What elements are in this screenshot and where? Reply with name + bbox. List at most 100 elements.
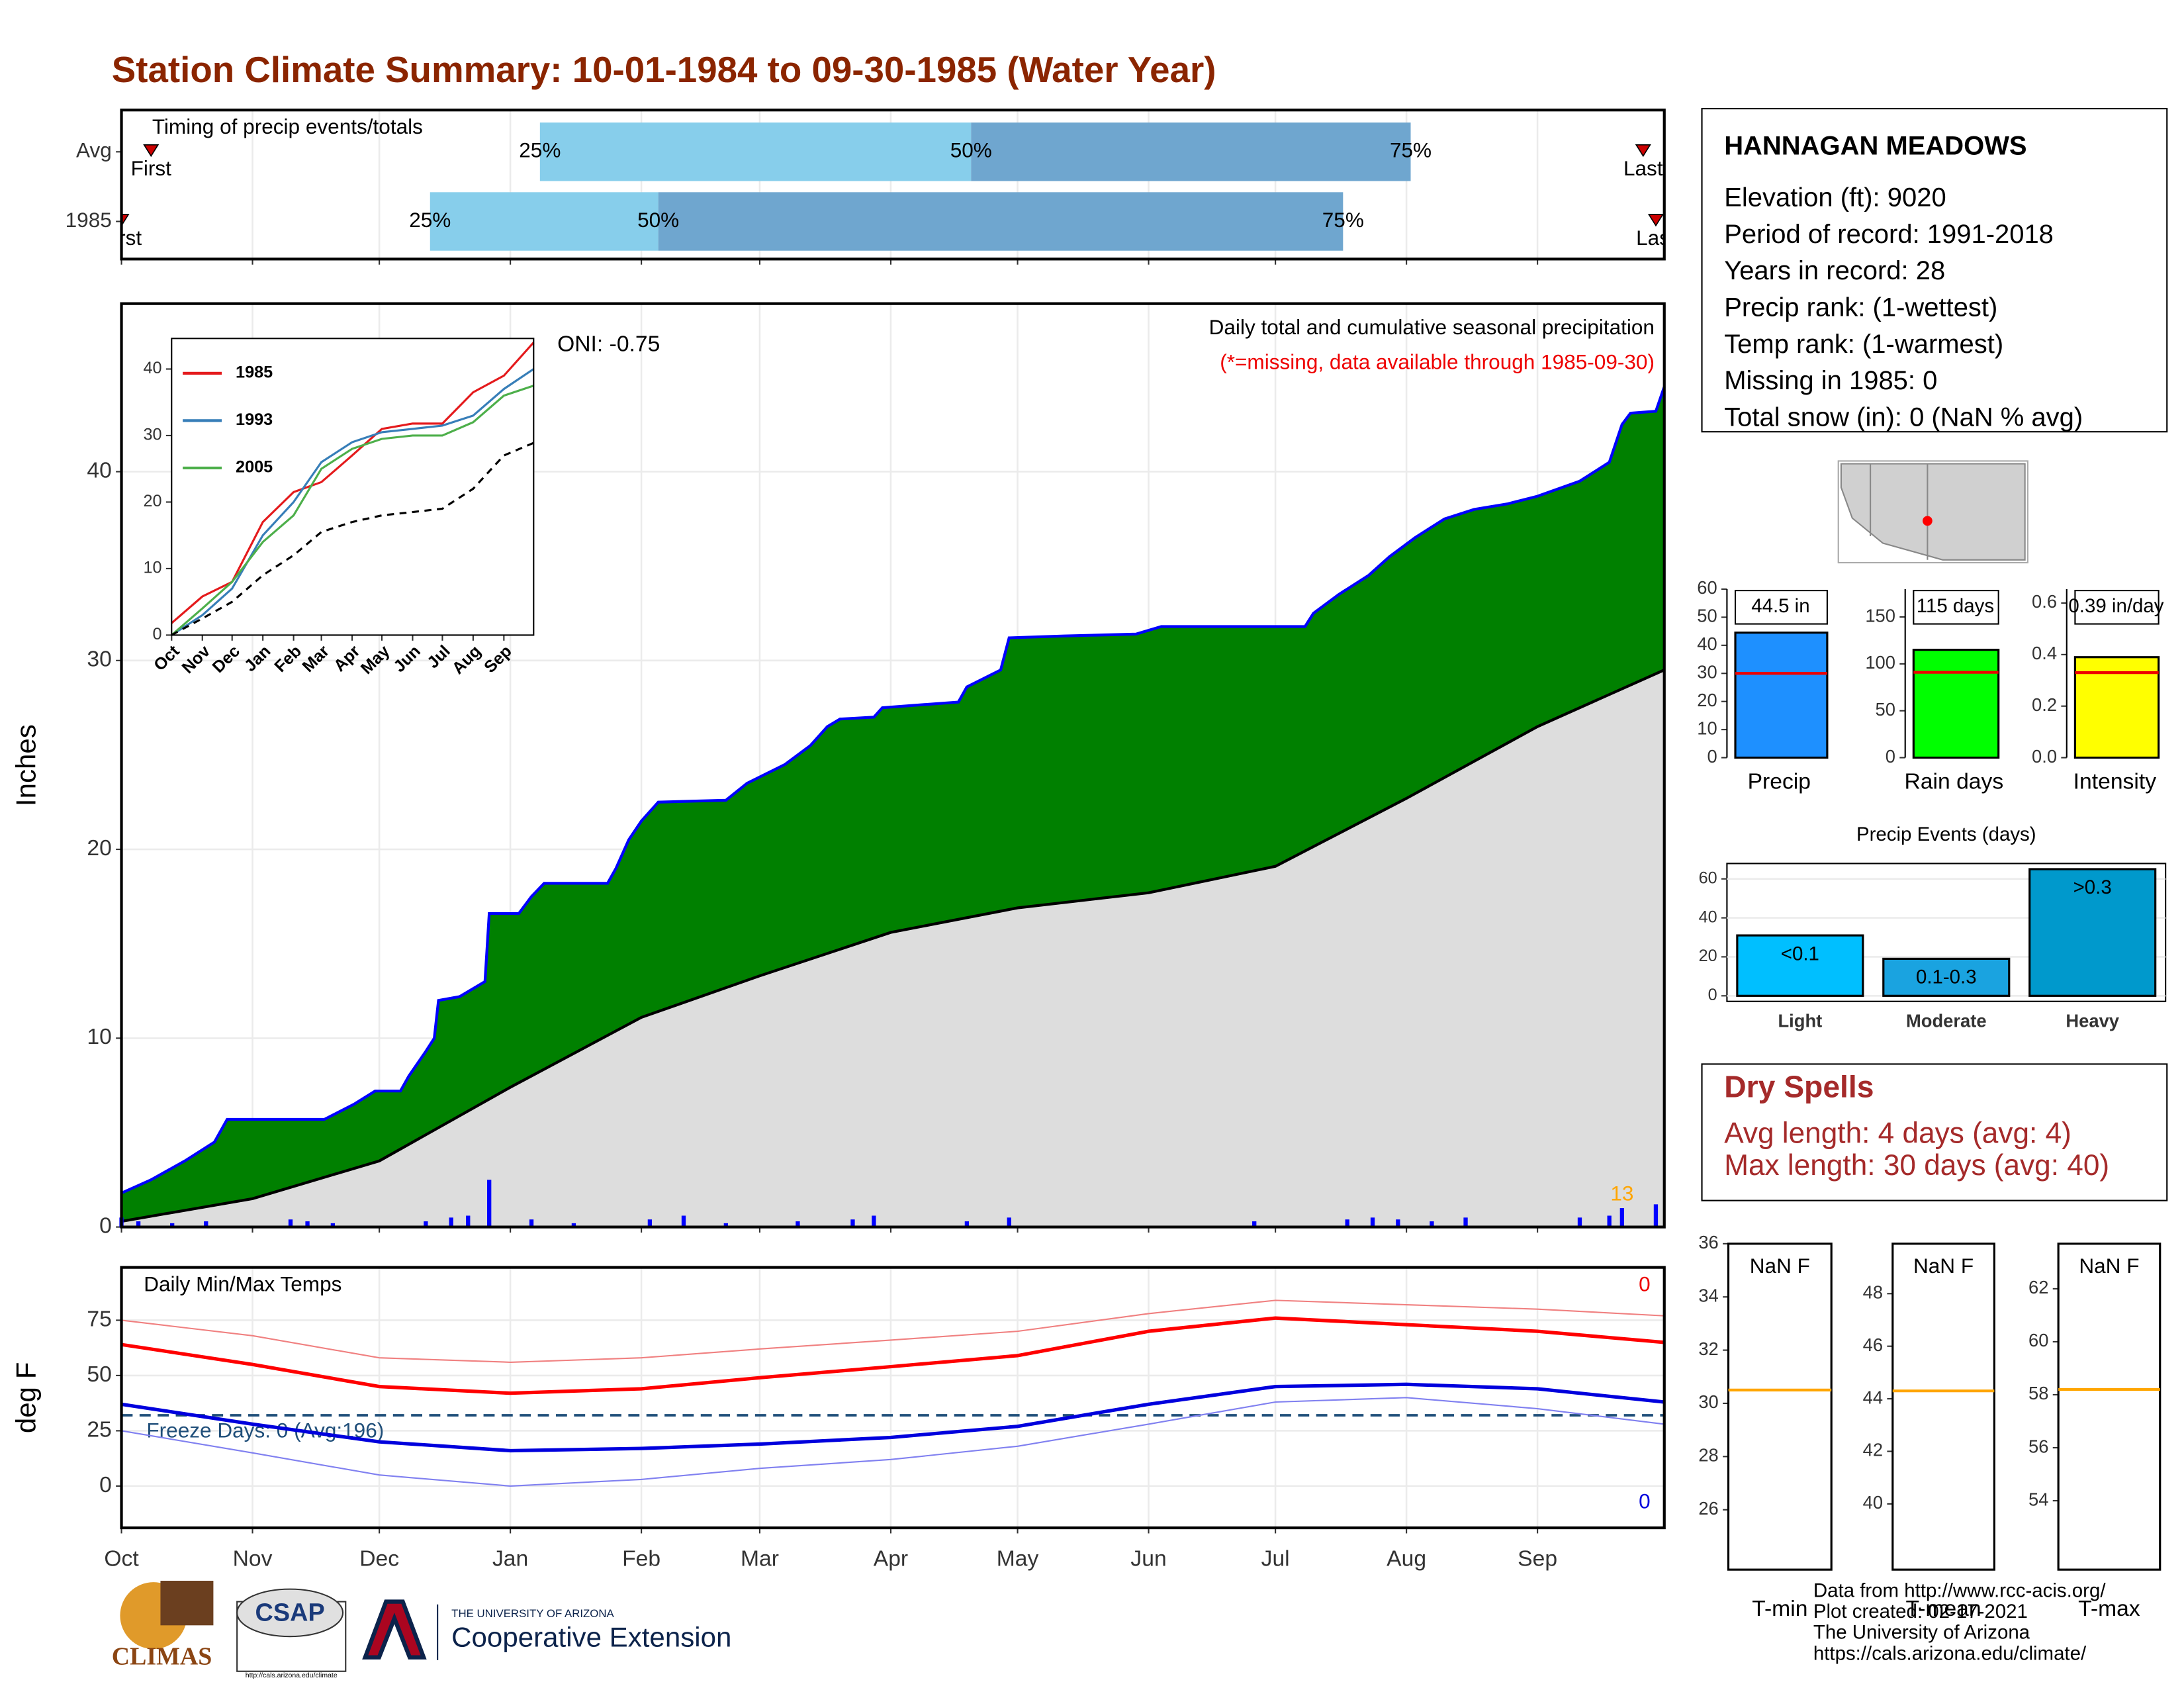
y-tick-label: 20: [87, 836, 111, 861]
dry-spells-line: Avg length: 4 days (avg: 4): [1724, 1117, 2071, 1149]
min-missing: 0: [1639, 1489, 1651, 1513]
y-tick-label: 20: [1697, 690, 1717, 710]
x-tick-label: May: [997, 1546, 1039, 1571]
series-line: [121, 1299, 1664, 1363]
y-tick-label: 20: [143, 492, 161, 510]
daily-precip-bar: [529, 1219, 534, 1227]
map: [1837, 460, 2028, 564]
value-label-box: [2074, 590, 2160, 625]
daily-precip-bar: [1007, 1217, 1011, 1227]
cumulative-line: [121, 669, 1665, 1223]
series-line: [121, 1397, 1664, 1487]
y-tick-label: 0: [99, 1473, 112, 1497]
daily-precip-bar: [1577, 1217, 1582, 1227]
inset-frame: [171, 338, 535, 636]
y-tick-label: 50: [87, 1362, 111, 1387]
y-tick-label: 42: [1863, 1440, 1883, 1460]
event-marker: [1635, 144, 1651, 158]
event-label: Last: [1623, 156, 1663, 180]
y-tick-label: 62: [2028, 1277, 2048, 1297]
event-marker: [143, 144, 159, 158]
footer-line: Data from http://www.rcc-acis.org/: [1813, 1580, 2106, 1602]
y-tick-label: 0.4: [2032, 643, 2057, 663]
bar: [1734, 632, 1829, 759]
y-tick-label: 54: [2028, 1489, 2048, 1509]
y-axis-label: Inches: [11, 724, 42, 806]
bin-label: >0.3: [2073, 876, 2112, 898]
daily-precip-bar: [1607, 1215, 1612, 1227]
station-name: HANNAGAN MEADOWS: [1724, 132, 2026, 161]
y-tick-label: 36: [1698, 1232, 1718, 1252]
y-axis-label: deg F: [11, 1362, 42, 1434]
y-tick-label: 0: [153, 625, 162, 643]
y-tick-label: 10: [1697, 718, 1717, 738]
quartile-bar-low: [539, 122, 972, 181]
x-tick-label: Aug: [1387, 1546, 1426, 1571]
x-tick-label: Nov: [233, 1546, 273, 1571]
y-tick-label: 30: [143, 426, 161, 444]
x-tick-label: Mar: [741, 1546, 779, 1571]
category-label: T-min: [1752, 1597, 1807, 1621]
daily-precip-bar: [723, 1223, 729, 1227]
y-tick-label: 30: [1698, 1391, 1718, 1412]
quartile-bar-high: [658, 192, 1343, 251]
dry-spells-title: Dry Spells: [1724, 1070, 1874, 1104]
csap-url: http://cals.arizona.edu/climate: [246, 1671, 338, 1679]
category-label: Intensity: [2073, 769, 2157, 794]
daily-precip-bar: [288, 1219, 293, 1227]
y-tick-label: 30: [1697, 661, 1717, 682]
panel-title: Precip Events (days): [1856, 823, 2036, 845]
y-tick-label: 20: [1699, 947, 1717, 965]
station-line: Precip rank: (1-wettest): [1724, 293, 1997, 322]
series-line: [171, 385, 534, 636]
bar: [1882, 957, 2011, 997]
daily-precip-bar: [424, 1221, 428, 1227]
inset-background: [171, 338, 534, 635]
box-frame: [1727, 1243, 1833, 1571]
panel-frame: [120, 109, 1666, 261]
daily-precip-bar: [1345, 1219, 1349, 1227]
csap-logo: CSAP: [255, 1599, 325, 1626]
y-tick-label: 0.6: [2032, 591, 2057, 612]
category-label: Moderate: [1906, 1011, 1987, 1031]
daily-precip-bar: [449, 1217, 453, 1227]
legend-label: 1993: [236, 410, 273, 429]
y-tick-label: 50: [1876, 699, 1895, 720]
series-line: [121, 1316, 1664, 1395]
value-label-box: [1913, 590, 1999, 625]
daily-precip-bar: [647, 1219, 653, 1227]
quantile-label: 75%: [1390, 138, 1432, 162]
x-tick-label: Apr: [874, 1546, 908, 1571]
x-tick-label: Dec: [359, 1546, 399, 1571]
y-tick-label: 10: [87, 1025, 111, 1049]
timing-title: Timing of precip events/totals: [152, 115, 423, 138]
event-marker: [121, 214, 130, 227]
event-label: First: [131, 156, 172, 180]
y-tick-label: 75: [87, 1307, 111, 1331]
panel-frame: [120, 1266, 1666, 1530]
max-missing: 0: [1639, 1272, 1651, 1295]
logos: CLIMAS CSAP http://cals.arizona.edu/clim…: [112, 1580, 731, 1679]
quartile-bar-high: [971, 122, 1411, 181]
daily-precip-bar: [204, 1221, 208, 1227]
legend-label: 1985: [236, 363, 273, 382]
station-box: [1701, 108, 2168, 433]
y-tick-label: 0.2: [2032, 694, 2057, 715]
station-line: Period of record: 1991-2018: [1724, 220, 2054, 249]
category-label: Rain days: [1905, 769, 2004, 794]
x-tick-label: Oct: [104, 1546, 139, 1571]
series-line: [171, 442, 534, 636]
y-tick-label: 32: [1698, 1338, 1718, 1359]
oni-label: ONI: -0.75: [557, 332, 660, 357]
daily-precip-bar: [571, 1223, 576, 1227]
dry-spells-box: [1701, 1063, 2168, 1201]
cumulative-line: [120, 386, 1666, 1195]
footer-line: The University of Arizona: [1813, 1622, 2030, 1644]
bar: [1736, 934, 1864, 997]
daily-precip-bar: [466, 1215, 471, 1227]
box-frame: [1891, 1243, 1995, 1571]
value-label: NaN F: [1750, 1254, 1810, 1278]
y-tick-label: 44: [1863, 1387, 1883, 1407]
